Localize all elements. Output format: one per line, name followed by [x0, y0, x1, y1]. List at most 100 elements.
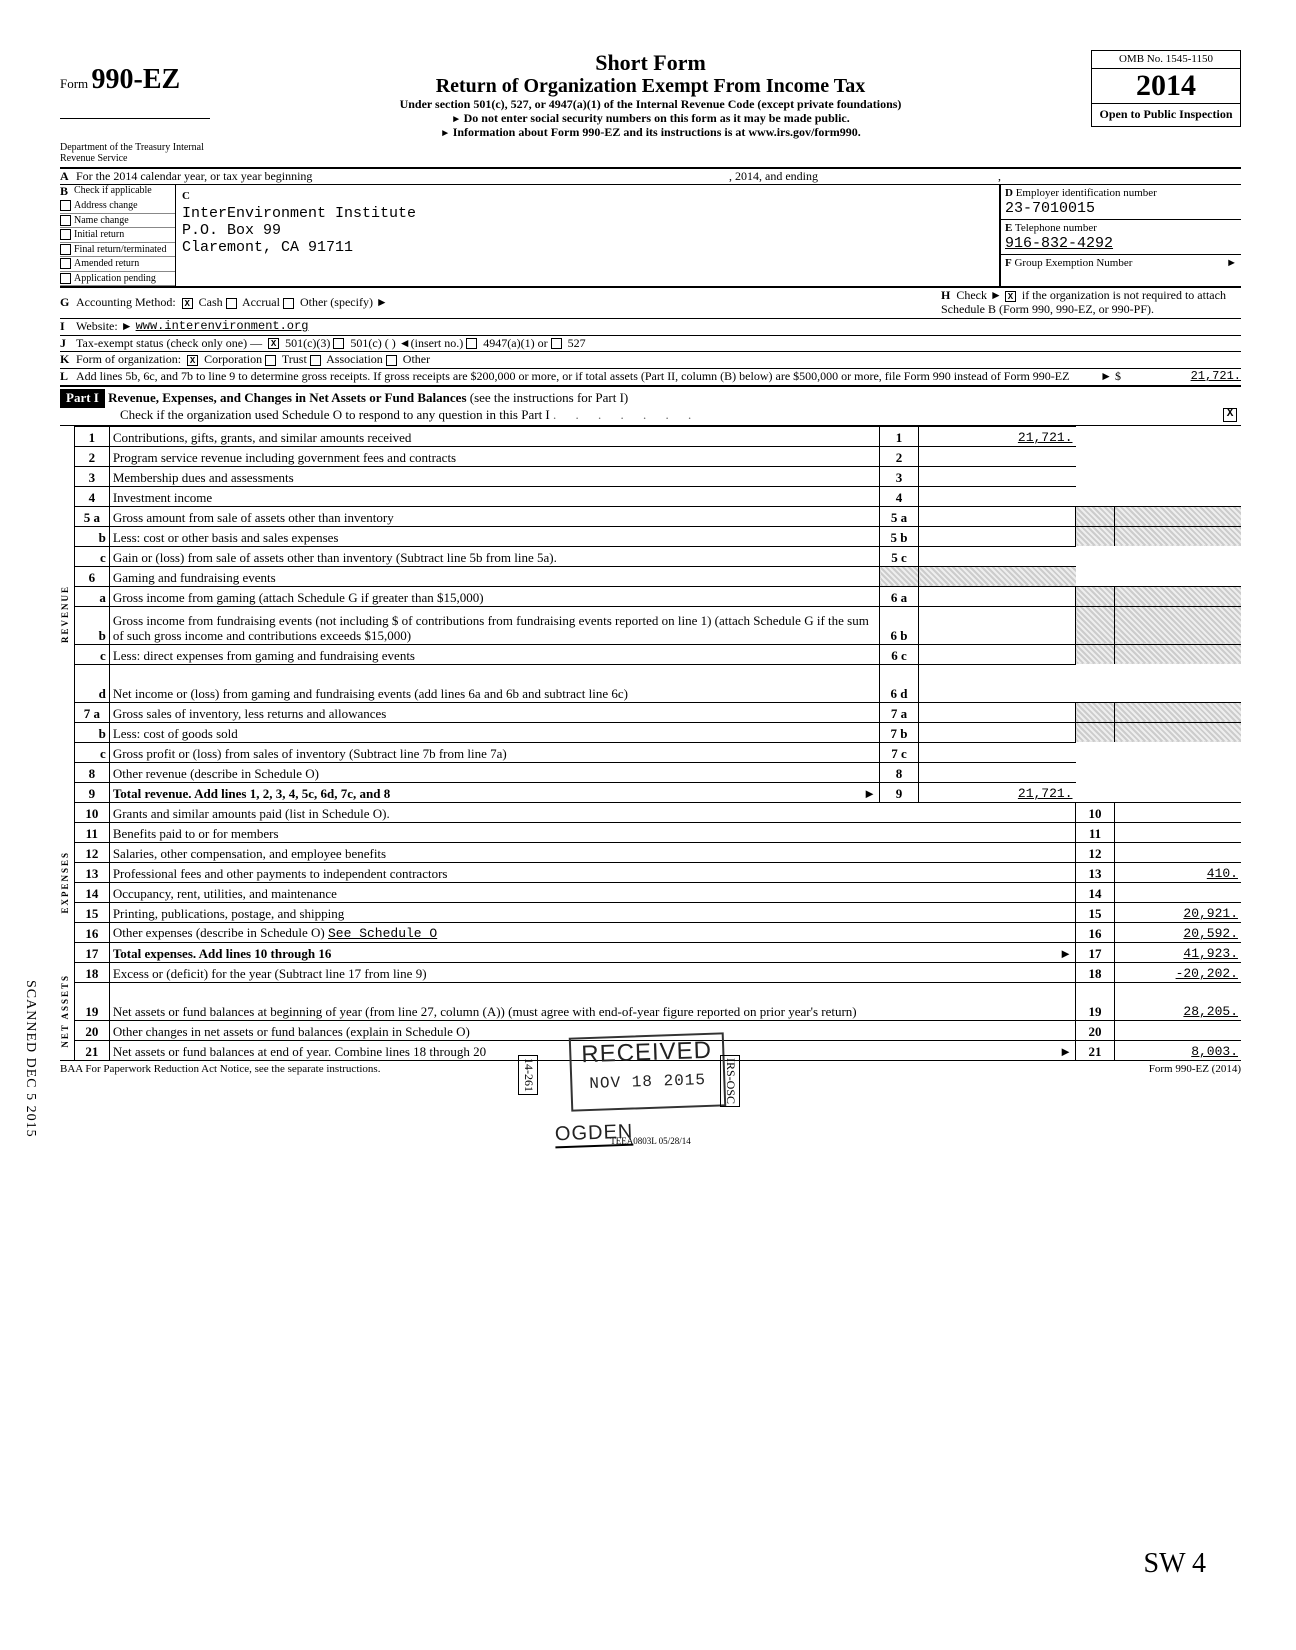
scanned-stamp: SCANNED DEC 5 2015: [22, 980, 38, 1138]
option-label: Association: [324, 352, 386, 366]
line-text: Salaries, other compensation, and employ…: [109, 842, 1075, 862]
part1-title: Revenue, Expenses, and Changes in Net As…: [108, 390, 466, 405]
line-number: 21: [75, 1040, 110, 1060]
line-text: Net income or (loss) from gaming and fun…: [109, 664, 879, 702]
checkbox-icon[interactable]: [310, 355, 321, 366]
line-right-val: [919, 486, 1076, 506]
line-number: c: [75, 742, 110, 762]
checkbox-icon[interactable]: [182, 298, 193, 309]
line-right-no: 2: [880, 446, 919, 466]
label-a: A: [60, 170, 76, 184]
option-label: Cash: [196, 295, 226, 309]
line-text: Less: cost of goods sold: [109, 722, 879, 742]
website-value: www.interenvironment.org: [136, 320, 309, 334]
arrow-icon: ►: [1226, 257, 1237, 270]
line-text: Gross sales of inventory, less returns a…: [109, 702, 879, 722]
checkbox-icon[interactable]: [268, 338, 279, 349]
accounting-method: Accounting Method:: [76, 296, 176, 310]
label-d: D: [1005, 187, 1013, 199]
h-checkbox[interactable]: [1005, 291, 1016, 302]
stamp-side2: IRS-OSC: [720, 1055, 740, 1107]
line-mid-val: [919, 526, 1076, 546]
line-number: 11: [75, 822, 110, 842]
line-mid-no: 5 b: [880, 526, 919, 546]
org-name: InterEnvironment Institute: [182, 205, 416, 222]
dept-treasury: Department of the Treasury Internal Reve…: [60, 142, 210, 165]
line-mid-no: 7 a: [880, 702, 919, 722]
label-l: L: [60, 370, 76, 384]
line-text: Less: direct expenses from gaming and fu…: [109, 644, 879, 664]
option-label: 4947(a)(1) or: [480, 336, 550, 350]
checkbox-icon[interactable]: [386, 355, 397, 366]
line-right-no: 10: [1076, 802, 1115, 822]
line-right-val: [1115, 882, 1242, 902]
line-number: c: [75, 546, 110, 566]
line-mid-no: 6 a: [880, 586, 919, 606]
netassets-side-label: NET ASSETS: [60, 974, 70, 1048]
ein-heading: Employer identification number: [1016, 187, 1157, 199]
checkbox-icon[interactable]: [265, 355, 276, 366]
label-i: I: [60, 320, 76, 334]
line-right-val: [919, 446, 1076, 466]
check-if-applicable: Check if applicable: [74, 185, 152, 199]
check-item: Amended return: [60, 257, 175, 272]
line-text: Occupancy, rent, utilities, and maintena…: [109, 882, 1075, 902]
line-right-val: [919, 742, 1076, 762]
checkbox-icon[interactable]: [60, 244, 71, 255]
line-text: Professional fees and other payments to …: [109, 862, 1075, 882]
checkbox-icon[interactable]: [187, 355, 198, 366]
part1-label: Part I: [60, 389, 105, 408]
line-text: Gross income from gaming (attach Schedul…: [109, 586, 879, 606]
line-right-no: 13: [1076, 862, 1115, 882]
label-c: C: [182, 190, 190, 202]
part1-paren: (see the instructions for Part I): [470, 390, 628, 405]
checkbox-icon[interactable]: [60, 200, 71, 211]
line-number: c: [75, 644, 110, 664]
checkbox-icon[interactable]: [60, 273, 71, 284]
org-addr2: Claremont, CA 91711: [182, 239, 353, 256]
checkbox-icon[interactable]: [60, 229, 71, 240]
checkbox-icon[interactable]: [333, 338, 344, 349]
line-right-no: 1: [880, 426, 919, 446]
checkbox-icon[interactable]: [283, 298, 294, 309]
checkbox-icon[interactable]: [226, 298, 237, 309]
line-right-no: 14: [1076, 882, 1115, 902]
line-right-val: [1115, 526, 1242, 546]
part1-checkbox[interactable]: [1223, 408, 1237, 422]
line-text: Printing, publications, postage, and shi…: [109, 902, 1075, 922]
line-right-val: [1115, 802, 1242, 822]
under-section: Under section 501(c), 527, or 4947(a)(1)…: [210, 98, 1091, 112]
option-label: Other (specify) ►: [297, 295, 388, 309]
l-text: Add lines 5b, 6c, and 7b to line 9 to de…: [76, 370, 1081, 384]
line-text: Benefits paid to or for members: [109, 822, 1075, 842]
check-item: Initial return: [60, 228, 175, 243]
line-right-no: [1076, 526, 1115, 546]
line-right-val: [919, 566, 1076, 586]
checkbox-icon[interactable]: [551, 338, 562, 349]
l-value: 21,721.: [1121, 370, 1241, 384]
line-right-no: 8: [880, 762, 919, 782]
line-right-no: 15: [1076, 902, 1115, 922]
k-options: Corporation Trust Association Other: [187, 353, 430, 367]
line-number: d: [75, 664, 110, 702]
checkbox-icon[interactable]: [60, 258, 71, 269]
h-text1: Check ►: [956, 288, 1002, 302]
checkbox-icon[interactable]: [60, 215, 71, 226]
line-number: 8: [75, 762, 110, 782]
line-right-val: [1115, 606, 1242, 644]
line-number: 6: [75, 566, 110, 586]
line-number: 10: [75, 802, 110, 822]
line-right-no: [1076, 644, 1115, 664]
received-stamp: RECEIVED NOV 18 2015: [569, 1032, 726, 1111]
option-label: 527: [565, 336, 586, 350]
line-right-val: [1115, 1020, 1242, 1040]
option-label: Corporation: [201, 352, 265, 366]
tel-value: 916-832-4292: [1005, 235, 1113, 252]
line-number: 13: [75, 862, 110, 882]
dots-icon: . . . . . . .: [553, 407, 699, 422]
line-text: Grants and similar amounts paid (list in…: [109, 802, 1075, 822]
line-mid-no: 5 a: [880, 506, 919, 526]
checkbox-icon[interactable]: [466, 338, 477, 349]
line-text: Membership dues and assessments: [109, 466, 879, 486]
line-number: 4: [75, 486, 110, 506]
